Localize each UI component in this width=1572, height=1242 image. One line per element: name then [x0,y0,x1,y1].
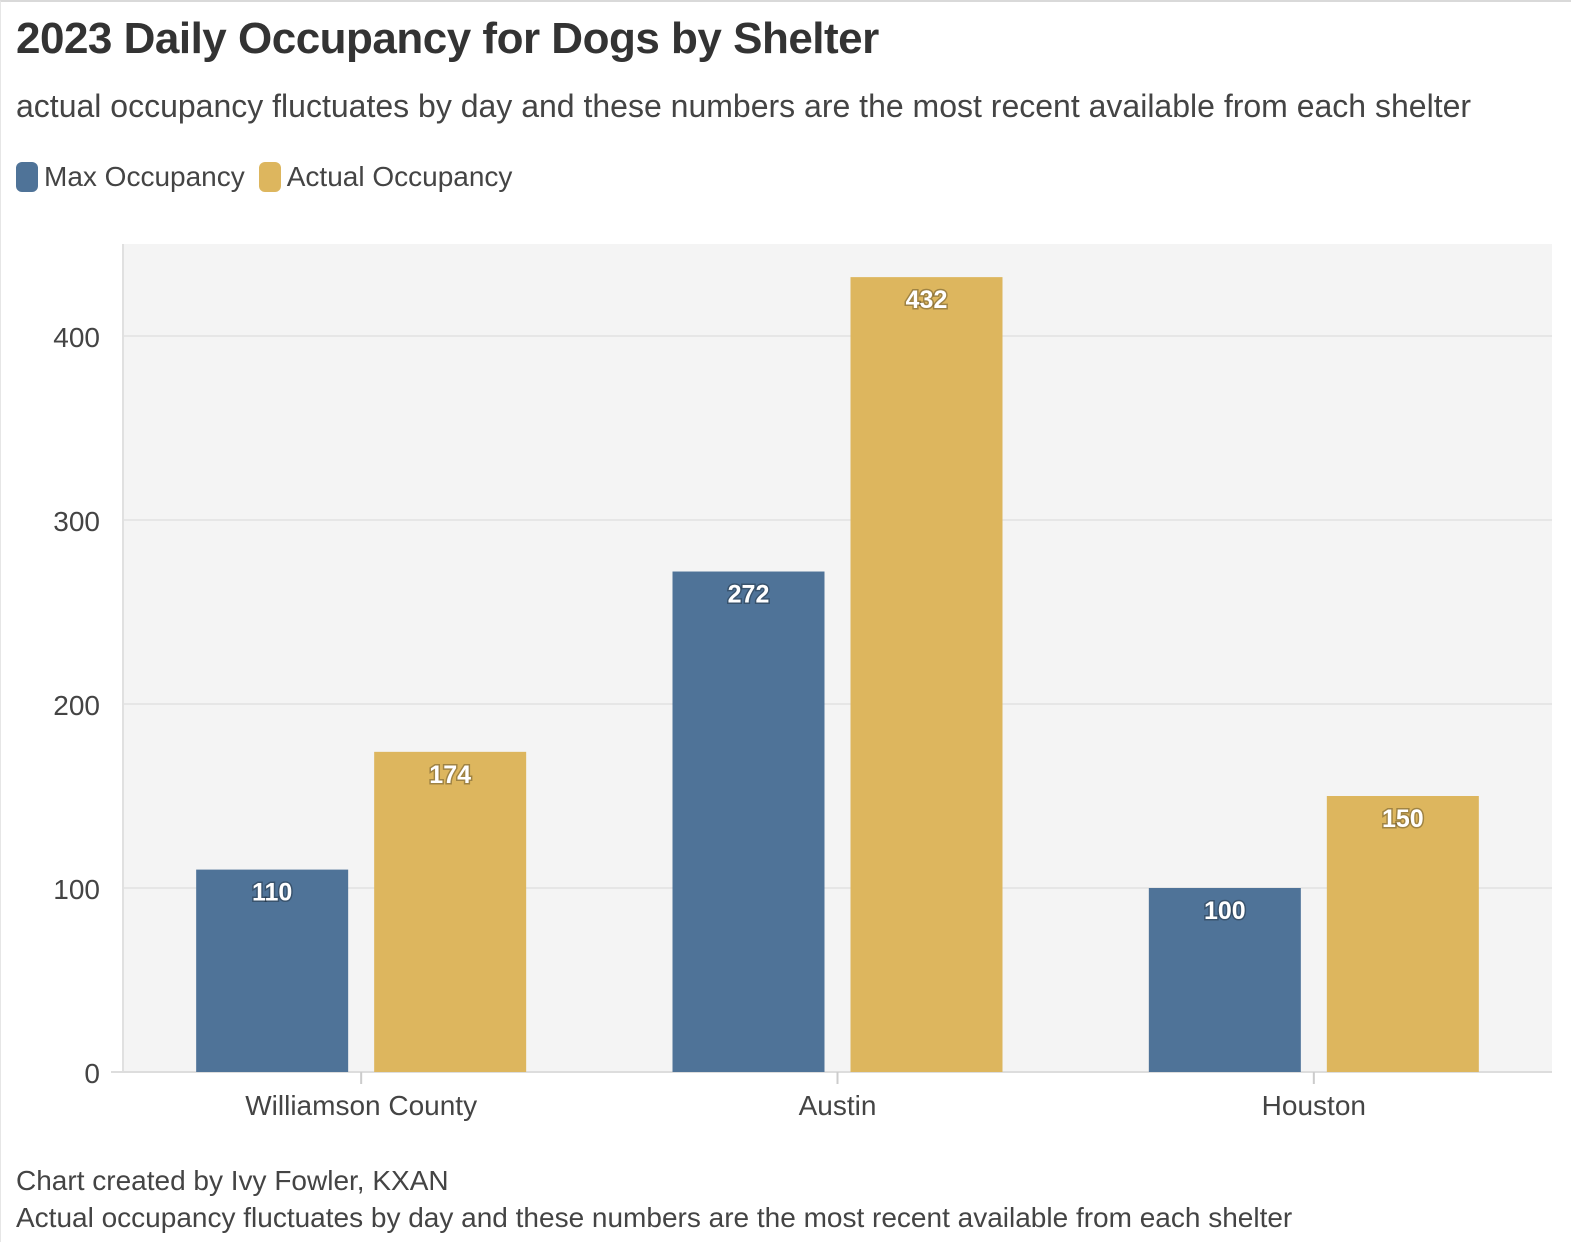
legend-swatch-actual-occupancy [258,162,281,192]
footer-credit: Chart created by Ivy Fowler, KXAN [16,1165,449,1196]
chart-title: 2023 Daily Occupancy for Dogs by Shelter [16,14,879,63]
chart-subtitle: actual occupancy fluctuates by day and t… [16,88,1472,124]
legend-label-max-occupancy: Max Occupancy [44,161,245,192]
footer-note: Actual occupancy fluctuates by day and t… [16,1202,1293,1233]
legend-swatch-max-occupancy [16,162,38,192]
legend-item-actual-occupancy[interactable]: Actual Occupancy [258,161,513,193]
legend-item-max-occupancy[interactable]: Max Occupancy [16,161,245,193]
legend: Max Occupancy Actual Occupancy [16,161,512,193]
legend-label-actual-occupancy: Actual Occupancy [286,161,513,192]
chart-footer: Chart created by Ivy Fowler, KXAN Actual… [16,1162,1292,1236]
